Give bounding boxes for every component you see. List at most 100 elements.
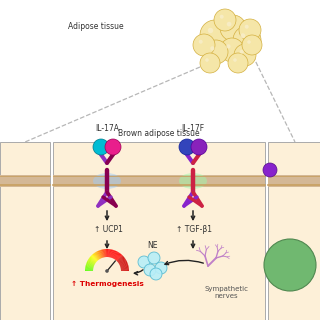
Circle shape [191, 139, 207, 155]
Polygon shape [108, 249, 109, 257]
Circle shape [264, 239, 316, 291]
Polygon shape [90, 257, 96, 262]
Bar [53, 175, 265, 187]
Circle shape [205, 58, 209, 62]
Circle shape [247, 40, 251, 44]
Polygon shape [109, 249, 111, 257]
Polygon shape [98, 251, 102, 258]
Polygon shape [121, 267, 129, 269]
Circle shape [240, 50, 244, 54]
Circle shape [200, 53, 220, 73]
Polygon shape [119, 259, 126, 264]
Circle shape [199, 40, 203, 44]
Polygon shape [118, 258, 125, 263]
Polygon shape [85, 267, 93, 269]
Polygon shape [120, 264, 128, 267]
Circle shape [179, 139, 195, 155]
Polygon shape [111, 250, 114, 258]
Polygon shape [99, 250, 102, 258]
Bar [268, 175, 320, 187]
Polygon shape [103, 249, 105, 257]
Polygon shape [87, 260, 95, 265]
Circle shape [148, 252, 160, 264]
Circle shape [204, 40, 228, 64]
Polygon shape [93, 254, 98, 260]
Polygon shape [97, 251, 101, 259]
Polygon shape [101, 250, 104, 258]
Polygon shape [95, 252, 100, 259]
Circle shape [245, 25, 249, 29]
Ellipse shape [93, 173, 121, 189]
Text: ↑ UCP1: ↑ UCP1 [93, 225, 123, 234]
Polygon shape [89, 257, 96, 263]
Bar [0, 175, 50, 187]
Polygon shape [85, 270, 93, 271]
Polygon shape [121, 270, 129, 271]
Polygon shape [120, 263, 128, 267]
Circle shape [263, 163, 277, 177]
Circle shape [226, 44, 231, 49]
Polygon shape [95, 252, 100, 259]
Polygon shape [90, 256, 97, 262]
Text: Adipose tissue: Adipose tissue [68, 22, 124, 31]
Polygon shape [117, 256, 124, 262]
Polygon shape [86, 263, 94, 267]
Polygon shape [115, 253, 121, 260]
Polygon shape [89, 258, 96, 263]
Polygon shape [87, 261, 94, 265]
Polygon shape [120, 262, 127, 266]
Circle shape [214, 9, 236, 31]
Polygon shape [106, 249, 107, 257]
Polygon shape [118, 257, 124, 262]
Polygon shape [86, 265, 93, 268]
Text: ↑ Thermogenesis: ↑ Thermogenesis [71, 281, 143, 287]
Text: IL-17A: IL-17A [95, 124, 119, 133]
Circle shape [93, 139, 109, 155]
Circle shape [239, 19, 261, 41]
Polygon shape [85, 269, 93, 270]
Polygon shape [110, 249, 112, 257]
Polygon shape [104, 249, 105, 257]
Polygon shape [121, 269, 129, 270]
Polygon shape [104, 249, 106, 257]
Circle shape [105, 139, 121, 155]
Text: Brown adipose tissue: Brown adipose tissue [118, 129, 200, 138]
Circle shape [105, 269, 109, 273]
Circle shape [234, 44, 256, 66]
Text: Sympathetic
nerves: Sympathetic nerves [204, 286, 248, 299]
Circle shape [138, 256, 150, 268]
Polygon shape [85, 268, 93, 270]
Circle shape [228, 53, 248, 73]
Polygon shape [121, 268, 129, 270]
Circle shape [220, 15, 224, 19]
Polygon shape [116, 254, 121, 260]
Polygon shape [120, 263, 128, 266]
Polygon shape [117, 255, 123, 261]
Text: NE: NE [147, 241, 157, 250]
Polygon shape [112, 251, 116, 258]
Circle shape [193, 34, 215, 56]
Polygon shape [119, 260, 126, 264]
Circle shape [150, 268, 162, 280]
Text: ↑ TGF-β1: ↑ TGF-β1 [176, 225, 212, 234]
Polygon shape [118, 257, 125, 263]
Polygon shape [109, 249, 110, 257]
Polygon shape [102, 249, 104, 257]
Text: IL-17F: IL-17F [181, 124, 204, 133]
Polygon shape [113, 252, 118, 259]
Polygon shape [92, 254, 98, 261]
Polygon shape [93, 253, 99, 260]
Polygon shape [92, 255, 98, 261]
Polygon shape [119, 260, 127, 265]
Polygon shape [119, 261, 127, 265]
Polygon shape [121, 268, 129, 269]
Polygon shape [100, 250, 103, 258]
Circle shape [240, 33, 245, 38]
Polygon shape [120, 265, 128, 268]
Polygon shape [87, 262, 94, 266]
Polygon shape [114, 252, 118, 259]
Circle shape [155, 262, 167, 274]
Polygon shape [96, 252, 101, 259]
Polygon shape [121, 266, 129, 268]
Ellipse shape [179, 173, 207, 189]
